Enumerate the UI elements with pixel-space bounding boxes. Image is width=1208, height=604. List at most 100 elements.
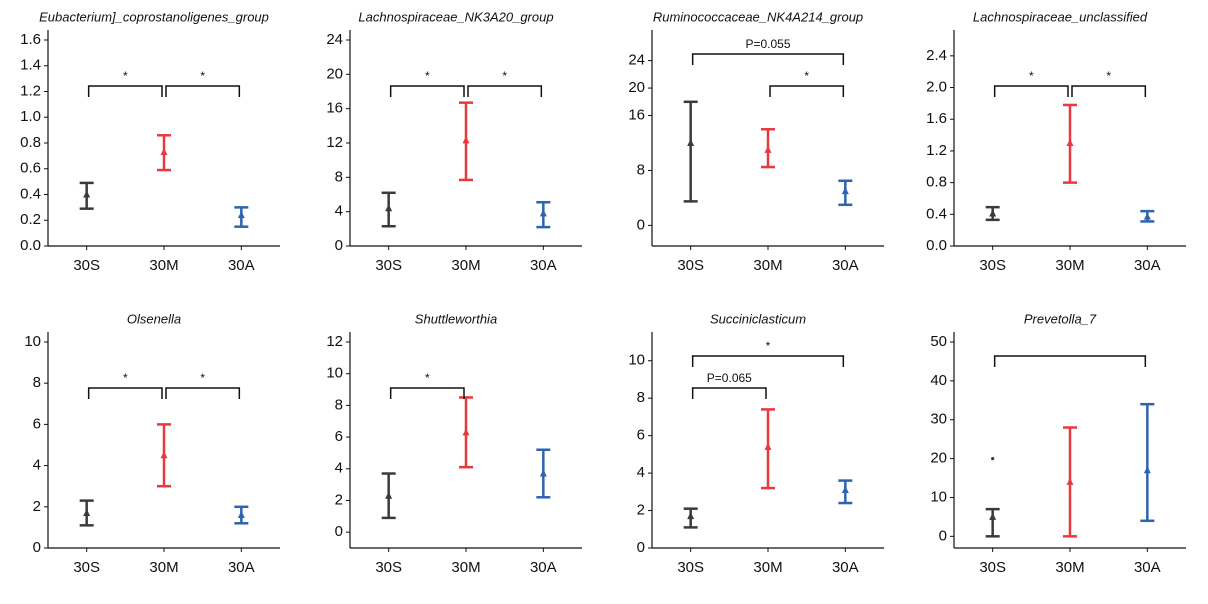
outlier [991, 457, 995, 461]
y-tick-label: 50 [930, 333, 947, 350]
significance-label: P=0.055 [745, 37, 790, 51]
significance-bracket [691, 53, 845, 65]
y-tick-label: 0.4 [926, 205, 947, 222]
panel-title: Shuttleworthia [415, 311, 497, 326]
y-tick-label: 0.4 [20, 185, 41, 202]
y-tick-label: 1.2 [926, 142, 947, 159]
x-tick-label: 30S [677, 559, 704, 576]
panel: Prevetolla_7 0 10 20 30 40 50 30S 30M 30A [930, 311, 1186, 576]
x-tick-label: 30A [832, 559, 859, 576]
y-tick-label: 10 [628, 352, 645, 369]
significance-bracket [993, 355, 1147, 367]
significance-bracket [1071, 85, 1147, 97]
y-tick-label: 6 [637, 427, 645, 444]
x-tick-label: 30S [375, 257, 402, 274]
x-tick-label: 30S [979, 559, 1006, 576]
y-tick-label: 24 [628, 52, 645, 69]
y-tick-label: 0 [637, 539, 645, 556]
significance-label: * [200, 371, 205, 385]
y-tick-label: 20 [930, 450, 947, 467]
mean-marker [539, 209, 547, 217]
x-tick-label: 30M [451, 559, 480, 576]
mean-marker [539, 469, 547, 477]
mean-marker [841, 485, 849, 493]
significance-bracket [87, 85, 163, 97]
mean-marker [385, 491, 393, 499]
panel: Lachnospiraceae_NK3A20_group 0 4 8 12 16 20 24 3… [326, 9, 582, 274]
x-tick-label: 30M [451, 257, 480, 274]
y-tick-label: 10 [24, 333, 41, 350]
x-tick-label: 30S [375, 559, 402, 576]
x-tick-label: 30S [73, 559, 100, 576]
significance-label: * [1029, 69, 1034, 83]
panel: Ruminococcaceae_NK4A214_group 0 8 16 20 24 30S… [628, 9, 884, 274]
panel: Shuttleworthia 0 2 4 6 8 10 12 30S 30M 30A * [326, 311, 582, 576]
y-tick-label: 1.6 [20, 31, 41, 48]
significance-bracket [165, 85, 241, 97]
x-tick-label: 30M [149, 559, 178, 576]
mean-marker [1066, 477, 1074, 485]
panel: Succiniclasticum 0 2 4 6 8 10 30S 30M 30A * P=0.065 [628, 311, 884, 576]
y-tick-label: 2.0 [926, 79, 947, 96]
y-tick-label: 4 [335, 460, 343, 477]
y-tick-label: 40 [930, 372, 947, 389]
x-tick-label: 30A [1134, 257, 1161, 274]
x-tick-label: 30M [1055, 257, 1084, 274]
y-tick-label: 6 [335, 428, 343, 445]
significance-bracket [165, 387, 241, 399]
mean-marker [687, 512, 695, 520]
panel-title: Prevetolla_7 [1024, 311, 1097, 326]
x-tick-label: 30A [530, 559, 557, 576]
significance-label: * [766, 339, 771, 353]
y-tick-label: 20 [326, 65, 343, 82]
error-bar [1140, 402, 1155, 523]
significance-label: * [123, 69, 128, 83]
y-tick-label: 2.4 [926, 47, 947, 64]
significance-bracket [87, 387, 163, 399]
panel-title: Eubacterium]_coprostanoligenes_group [39, 9, 269, 24]
mean-marker [160, 148, 168, 156]
mean-marker [989, 209, 997, 217]
y-tick-label: 0 [939, 527, 947, 544]
panel-title: Ruminococcaceae_NK4A214_group [653, 9, 863, 24]
mean-marker [687, 139, 695, 146]
significance-label: * [123, 371, 128, 385]
y-tick-label: 0.0 [926, 237, 947, 254]
panel-title: Succiniclasticum [710, 311, 806, 326]
y-tick-label: 0.2 [20, 211, 41, 228]
significance-bracket [389, 387, 465, 399]
mean-marker [1143, 212, 1151, 220]
significance-bracket [389, 85, 465, 97]
significance-label: * [200, 69, 205, 83]
mean-marker [385, 204, 393, 212]
significance-label: * [425, 69, 430, 83]
significance-label: * [502, 69, 507, 83]
significance-label: * [804, 69, 809, 83]
y-tick-label: 4 [335, 203, 343, 220]
y-tick-label: 10 [326, 365, 343, 382]
y-tick-label: 0.8 [20, 134, 41, 151]
x-tick-label: 30A [530, 257, 557, 274]
y-tick-label: 12 [326, 134, 343, 151]
y-tick-label: 0.6 [20, 160, 41, 177]
panel-title: Lachnospiraceae_NK3A20_group [358, 9, 553, 24]
error-bar [683, 100, 698, 203]
y-tick-label: 8 [637, 389, 645, 406]
mean-marker [462, 428, 470, 436]
x-tick-label: 30S [677, 257, 704, 274]
y-tick-label: 2 [637, 502, 645, 519]
panel: Lachnospiraceae_unclassified 0.0 0.4 0.8 1.2… [926, 9, 1186, 274]
y-tick-label: 0.0 [20, 237, 41, 254]
significance-label: P=0.065 [707, 371, 752, 385]
y-tick-label: 2 [335, 491, 343, 508]
significance-bracket [691, 387, 767, 399]
y-tick-label: 4 [637, 464, 645, 481]
mean-marker [462, 136, 470, 144]
x-tick-label: 30M [1055, 559, 1084, 576]
x-tick-label: 30A [1134, 559, 1161, 576]
y-tick-label: 30 [930, 411, 947, 428]
mean-marker [237, 211, 245, 219]
mean-marker [1143, 466, 1151, 474]
mean-marker [160, 451, 168, 459]
